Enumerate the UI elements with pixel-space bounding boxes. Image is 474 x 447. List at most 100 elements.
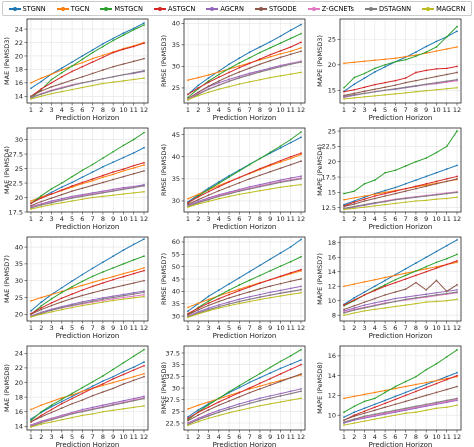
data-point — [373, 94, 376, 97]
data-point — [30, 208, 32, 211]
data-point — [279, 275, 282, 278]
series-line — [187, 397, 302, 426]
data-point — [259, 167, 261, 170]
data-point — [143, 42, 145, 45]
data-point — [373, 83, 376, 86]
series-line — [187, 177, 302, 207]
data-point — [187, 98, 189, 101]
y-tick-label: 37.5 — [166, 349, 180, 357]
data-point — [363, 198, 366, 201]
x-tick-label: 11 — [287, 324, 295, 332]
data-point — [91, 380, 94, 383]
data-point — [30, 419, 32, 422]
data-point — [91, 61, 94, 63]
data-point — [415, 296, 417, 299]
data-point — [207, 295, 210, 298]
data-point — [363, 400, 366, 403]
data-point — [132, 355, 135, 358]
legend-item: TGCN — [56, 5, 89, 13]
legend-label: MAGCRN — [436, 4, 466, 13]
data-point — [363, 420, 366, 423]
x-tick-label: 1 — [29, 433, 33, 441]
x-axis-label: Prediction Horizon — [369, 114, 433, 122]
x-tick-label: 4 — [60, 215, 64, 223]
y-axis-label: MAE (PeMSD4) — [3, 146, 11, 194]
data-point — [71, 306, 73, 309]
data-point — [300, 363, 302, 366]
data-point — [435, 40, 438, 43]
data-point — [269, 278, 272, 281]
x-tick-label: 2 — [39, 433, 43, 441]
x-tick-label: 2 — [352, 106, 356, 114]
x-tick-label: 2 — [39, 324, 43, 332]
x-tick-label: 5 — [70, 433, 74, 441]
data-point — [187, 306, 189, 309]
data-point — [279, 292, 282, 294]
data-point — [373, 278, 376, 281]
data-point — [207, 187, 210, 190]
series-line — [187, 24, 302, 95]
data-point — [456, 164, 458, 167]
data-point — [269, 296, 272, 299]
data-point — [394, 57, 397, 60]
data-point — [81, 75, 84, 78]
data-point — [60, 306, 63, 309]
series-line — [187, 285, 302, 317]
x-tick-label: 11 — [130, 324, 138, 332]
data-point — [353, 422, 356, 424]
x-axis-label: Prediction Horizon — [369, 441, 433, 447]
data-point — [279, 179, 282, 182]
data-point — [289, 155, 292, 158]
data-point — [279, 161, 282, 163]
data-point — [207, 309, 210, 312]
data-point — [425, 267, 428, 270]
x-tick-label: 8 — [414, 106, 418, 114]
data-point — [289, 260, 292, 263]
legend-label: Z-GCNETs — [321, 4, 354, 13]
data-point — [143, 57, 145, 60]
x-axis-label: Prediction Horizon — [369, 223, 433, 231]
x-tick-label: 5 — [383, 433, 387, 441]
y-tick-label: 25 — [172, 408, 180, 416]
data-point — [343, 424, 345, 426]
data-point — [289, 63, 292, 66]
data-point — [60, 201, 63, 204]
data-point — [197, 302, 200, 305]
data-point — [353, 304, 356, 307]
data-point — [112, 255, 115, 258]
y-tick-label: 60 — [172, 238, 180, 246]
data-point — [197, 307, 200, 310]
data-point — [404, 274, 407, 277]
data-point — [71, 285, 73, 288]
data-point — [71, 181, 73, 184]
data-point — [279, 252, 282, 254]
series-line — [343, 30, 458, 92]
data-point — [289, 293, 292, 296]
data-point — [207, 308, 210, 311]
data-point — [363, 195, 366, 197]
data-point — [112, 173, 115, 176]
data-point — [71, 175, 73, 178]
x-tick-label: 6 — [393, 324, 397, 332]
x-tick-label: 1 — [342, 433, 346, 441]
data-point — [71, 402, 73, 405]
x-tick-label: 5 — [227, 433, 231, 441]
y-axis-label: MAE (PeMSD3) — [3, 37, 11, 85]
data-point — [238, 405, 241, 408]
data-point — [456, 130, 458, 132]
data-point — [187, 79, 189, 82]
data-point — [91, 79, 94, 82]
data-point — [259, 185, 261, 188]
legend-label: AGCRN — [220, 4, 244, 13]
data-point — [373, 67, 376, 70]
data-point — [217, 71, 220, 73]
x-tick-label: 11 — [130, 433, 138, 441]
data-point — [60, 82, 63, 85]
data-point — [425, 77, 428, 80]
data-point — [269, 372, 272, 374]
x-tick-label: 9 — [424, 324, 428, 332]
data-point — [238, 298, 241, 301]
x-tick-label: 5 — [227, 106, 231, 114]
data-point — [445, 292, 448, 295]
